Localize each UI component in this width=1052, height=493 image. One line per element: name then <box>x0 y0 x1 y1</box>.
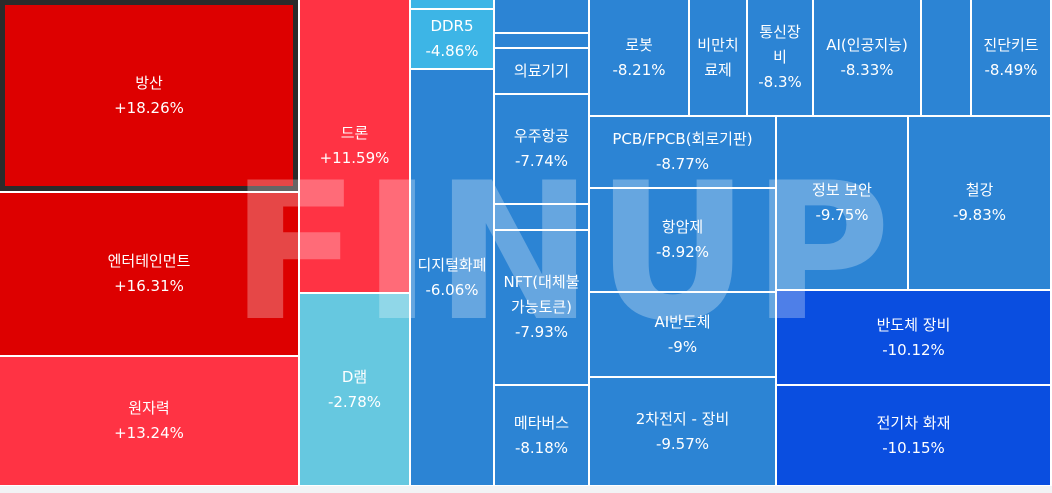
tile-change: -8.33% <box>840 60 894 79</box>
tile-change: -8.92% <box>655 243 710 261</box>
treemap-tile[interactable]: NFT(대체불가능토큰) -7.93% <box>495 231 590 386</box>
treemap-tile[interactable]: 진단키트 -8.49% <box>972 0 1052 117</box>
treemap-tile[interactable]: 디지털화폐 -6.06% <box>411 70 495 487</box>
tile-change: -7.74% <box>514 152 569 170</box>
tile-change: +16.31% <box>114 277 184 295</box>
tile-name: 메타버스 <box>513 413 570 432</box>
tile-name: 반도체 장비 <box>876 315 951 334</box>
tile-name: 엔터테인먼트 <box>107 252 191 270</box>
treemap-tile[interactable] <box>495 0 590 34</box>
treemap-tile[interactable]: 우주항공 -7.74% <box>495 95 590 205</box>
tile-change: -10.15% <box>882 438 945 457</box>
treemap-tile[interactable]: 반도체 장비 -10.12% <box>777 291 1052 386</box>
tile-change: -8.3% <box>758 73 802 91</box>
tile-name: NFT(대체불가능토큰) <box>503 273 580 316</box>
tile-name: 항암제 <box>661 218 704 236</box>
treemap-tile[interactable]: 철강 -9.83% <box>909 117 1052 291</box>
treemap-tile[interactable]: 로봇 -8.21% <box>590 0 690 117</box>
treemap-tile[interactable] <box>411 0 495 10</box>
tile-change: -6.06% <box>425 280 479 299</box>
treemap-tile[interactable]: 통신장비 -8.3% <box>748 0 814 117</box>
treemap-tile[interactable]: PCB/FPCB(회로기판) -8.77% <box>590 117 777 189</box>
tile-name: 우주항공 <box>513 127 570 145</box>
tile-name: 의료기기 <box>513 61 570 80</box>
tile-name: 디지털화폐 <box>417 255 487 274</box>
tile-name: 통신장비 <box>759 23 801 66</box>
tile-name: AI(인공지능) <box>826 35 908 54</box>
treemap-tile[interactable] <box>922 0 972 117</box>
treemap-tile[interactable]: AI반도체 -9% <box>590 293 777 378</box>
tile-name: 비만치료제 <box>697 35 739 79</box>
tile-name: 드론 <box>340 124 369 142</box>
treemap-tile[interactable]: 2차전지 - 장비 -9.57% <box>590 378 777 487</box>
treemap-tile[interactable]: DDR5 -4.86% <box>411 10 495 70</box>
tile-change: -4.86% <box>425 42 479 60</box>
treemap-tile[interactable]: 비만치료제 <box>690 0 748 117</box>
tile-name: 정보 보안 <box>812 181 872 199</box>
tile-name: DDR5 <box>430 17 474 35</box>
tile-name: 방산 <box>135 73 163 92</box>
treemap-tile[interactable]: 방산 +18.26% <box>0 0 300 193</box>
tile-change: -9.57% <box>655 434 710 453</box>
treemap-tile[interactable]: 정보 보안 -9.75% <box>777 117 909 291</box>
treemap-tile[interactable]: 드론 +11.59% <box>300 0 411 294</box>
tile-name: 철강 <box>965 181 994 199</box>
tile-name: AI반도체 <box>654 312 711 331</box>
tile-name: 진단키트 <box>983 35 1039 54</box>
treemap-tile[interactable]: 항암제 -8.92% <box>590 189 777 293</box>
tile-name: 원자력 <box>128 399 170 417</box>
treemap-tile[interactable]: 엔터테인먼트 +16.31% <box>0 193 300 357</box>
tile-change: +13.24% <box>114 424 184 442</box>
tile-change: +11.59% <box>319 149 390 167</box>
tile-change: +18.26% <box>114 98 184 117</box>
treemap-tile[interactable]: 메타버스 -8.18% <box>495 386 590 487</box>
treemap-tile[interactable]: 의료기기 <box>495 49 590 95</box>
tile-change: -8.49% <box>984 60 1038 79</box>
treemap-tile[interactable]: D램 -2.78% <box>300 294 411 487</box>
bottom-strip <box>0 486 1052 493</box>
tile-name: 전기차 화재 <box>876 413 951 432</box>
treemap-tile[interactable]: AI(인공지능) -8.33% <box>814 0 922 117</box>
tile-change: -7.93% <box>514 323 569 341</box>
tile-change: -9.83% <box>952 206 1007 224</box>
tile-name: 2차전지 - 장비 <box>635 409 730 428</box>
tile-name: 로봇 <box>625 35 653 54</box>
treemap-tile[interactable]: 전기차 화재 -10.15% <box>777 386 1052 487</box>
tile-change: -10.12% <box>882 340 945 359</box>
tile-name: PCB/FPCB(회로기판) <box>612 130 753 148</box>
treemap-tile[interactable] <box>495 205 590 231</box>
treemap-tile[interactable] <box>495 34 590 49</box>
tile-change: -8.21% <box>612 60 666 79</box>
treemap-tile[interactable]: 원자력 +13.24% <box>0 357 300 487</box>
tile-change: -9% <box>667 337 698 356</box>
tile-change: -2.78% <box>327 392 382 411</box>
tile-change: -8.77% <box>655 155 710 173</box>
tile-change: -9.75% <box>815 206 869 224</box>
tile-name: D램 <box>341 367 368 386</box>
tile-change: -8.18% <box>514 438 569 457</box>
